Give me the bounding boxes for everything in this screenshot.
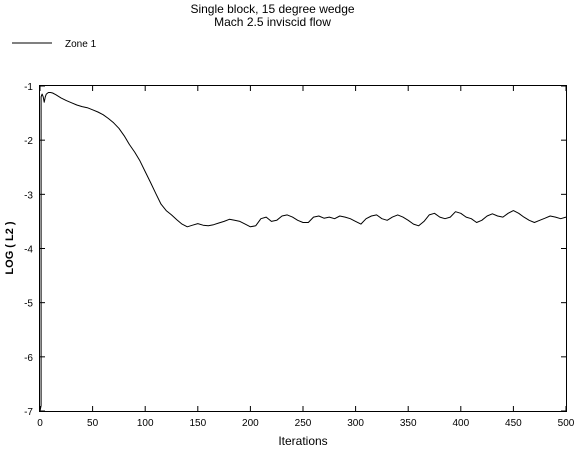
y-tick-label: -3 <box>24 190 33 201</box>
x-tick-label: 500 <box>558 418 575 429</box>
x-tick-label: 50 <box>87 418 99 429</box>
x-tick-label: 400 <box>452 418 469 429</box>
x-tick-label: 450 <box>505 418 522 429</box>
y-tick-label: -6 <box>24 353 33 364</box>
y-axis-label: LOG ( L2 ) <box>4 221 16 275</box>
x-tick-label: 200 <box>242 418 259 429</box>
x-tick-label: 0 <box>37 418 43 429</box>
y-tick-label: -1 <box>24 82 33 93</box>
x-tick-label: 100 <box>137 418 154 429</box>
axis-tick-labels: 0 50 100 150 200 250 300 350 400 450 500 -1 -2 -3 -4 -5… <box>24 82 575 429</box>
plot-frame <box>39 85 567 412</box>
legend: Zone 1 <box>12 39 97 50</box>
x-tick-label: 300 <box>347 418 364 429</box>
y-tick-label: -2 <box>24 136 33 147</box>
axis-ticks <box>39 85 567 412</box>
legend-label-zone-1: Zone 1 <box>65 39 97 50</box>
x-tick-label: 150 <box>189 418 206 429</box>
y-tick-label: -7 <box>24 407 33 418</box>
x-tick-label: 350 <box>400 418 417 429</box>
chart-title: Single block, 15 degree wedge <box>190 2 355 16</box>
series-layer <box>39 92 567 412</box>
chart-subtitle: Mach 2.5 inviscid flow <box>214 15 331 29</box>
x-axis-label: Iterations <box>278 434 327 448</box>
y-tick-label: -5 <box>24 299 33 310</box>
y-tick-label: -4 <box>24 245 33 256</box>
series-line-zone-1 <box>39 92 567 412</box>
x-tick-label: 250 <box>295 418 312 429</box>
